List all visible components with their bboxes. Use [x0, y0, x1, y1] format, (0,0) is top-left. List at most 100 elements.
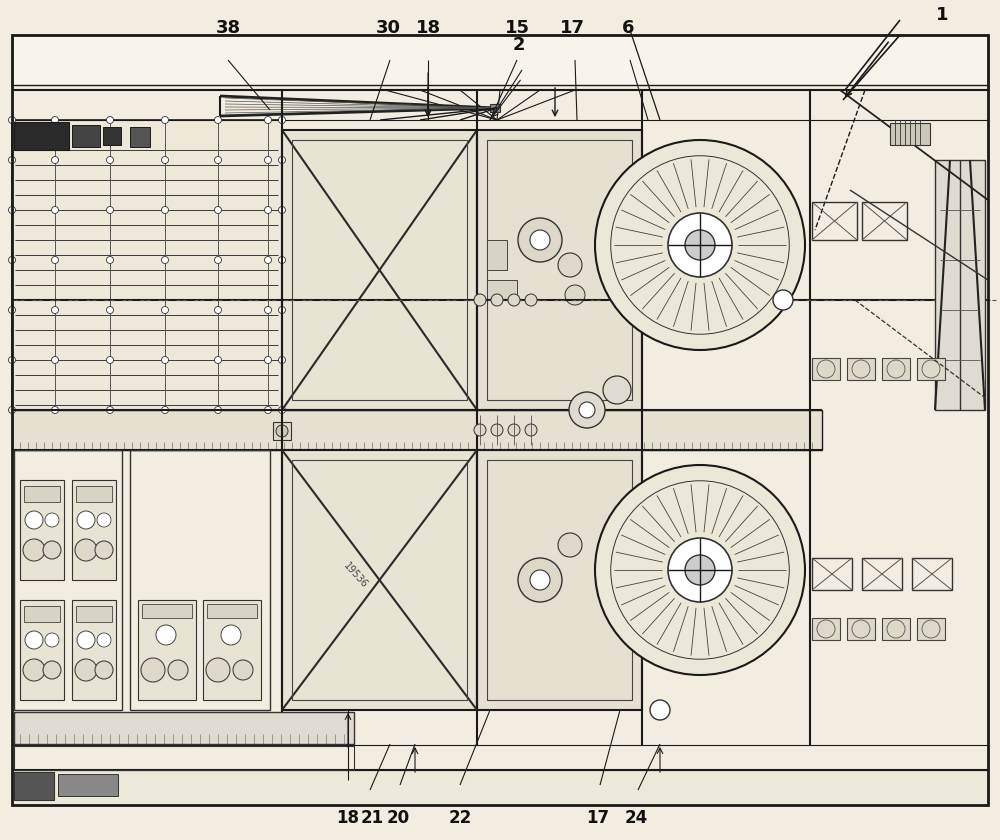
Bar [812, 618, 840, 640]
Bar [14, 122, 69, 150]
Circle shape [52, 307, 59, 313]
Bar [130, 127, 150, 147]
Circle shape [52, 207, 59, 213]
Bar [14, 772, 54, 800]
Circle shape [525, 294, 537, 306]
Bar [812, 358, 840, 380]
Circle shape [233, 660, 253, 680]
Bar [882, 358, 910, 380]
Circle shape [279, 117, 286, 123]
Circle shape [265, 256, 272, 264]
Circle shape [75, 659, 97, 681]
Circle shape [265, 307, 272, 313]
Bar [273, 422, 291, 440]
Circle shape [215, 256, 222, 264]
Bar [12, 120, 282, 410]
Circle shape [279, 407, 286, 413]
Text: 19536: 19536 [341, 560, 369, 590]
Circle shape [558, 533, 582, 557]
Bar [24, 606, 60, 622]
Bar [477, 130, 642, 410]
Bar [882, 618, 910, 640]
Bar [282, 130, 477, 410]
Circle shape [168, 660, 188, 680]
Text: 30: 30 [376, 19, 401, 37]
Circle shape [276, 425, 288, 437]
Circle shape [52, 156, 59, 164]
Circle shape [9, 117, 16, 123]
Text: 1: 1 [936, 6, 948, 24]
Circle shape [279, 156, 286, 164]
Circle shape [530, 570, 550, 590]
Bar [76, 486, 112, 502]
Bar [12, 35, 988, 85]
Bar [12, 410, 822, 450]
Circle shape [265, 117, 272, 123]
Circle shape [97, 513, 111, 527]
Circle shape [162, 207, 169, 213]
Bar [912, 558, 952, 590]
Circle shape [107, 307, 114, 313]
Bar [103, 127, 121, 145]
Circle shape [595, 140, 805, 350]
Circle shape [43, 661, 61, 679]
Circle shape [265, 156, 272, 164]
Bar [812, 202, 857, 240]
Circle shape [97, 633, 111, 647]
Circle shape [52, 256, 59, 264]
Text: 21: 21 [360, 809, 384, 827]
Circle shape [95, 541, 113, 559]
Circle shape [221, 625, 241, 645]
Circle shape [162, 156, 169, 164]
Circle shape [43, 541, 61, 559]
Circle shape [491, 294, 503, 306]
Circle shape [107, 156, 114, 164]
Text: 2: 2 [513, 36, 525, 54]
Circle shape [265, 207, 272, 213]
Circle shape [141, 658, 165, 682]
Text: 18: 18 [337, 809, 360, 827]
Circle shape [215, 156, 222, 164]
Bar [14, 450, 122, 710]
Circle shape [9, 156, 16, 164]
Text: 22: 22 [448, 809, 472, 827]
Circle shape [107, 207, 114, 213]
Bar [24, 486, 60, 502]
Circle shape [9, 307, 16, 313]
Circle shape [77, 511, 95, 529]
Circle shape [156, 625, 176, 645]
Circle shape [265, 407, 272, 413]
Circle shape [77, 631, 95, 649]
Circle shape [525, 424, 537, 436]
Circle shape [9, 256, 16, 264]
Bar [20, 480, 64, 580]
Circle shape [595, 465, 805, 675]
Circle shape [518, 218, 562, 262]
Bar [292, 140, 467, 400]
Bar [76, 606, 112, 622]
Circle shape [518, 558, 562, 602]
Circle shape [23, 539, 45, 561]
Circle shape [265, 356, 272, 364]
Circle shape [215, 407, 222, 413]
Circle shape [773, 290, 793, 310]
Circle shape [162, 307, 169, 313]
Bar [14, 712, 354, 744]
Text: 17: 17 [560, 19, 584, 37]
Bar [203, 600, 261, 700]
Bar [847, 358, 875, 380]
Circle shape [215, 117, 222, 123]
Circle shape [52, 117, 59, 123]
Circle shape [215, 207, 222, 213]
Circle shape [508, 424, 520, 436]
Circle shape [206, 658, 230, 682]
Bar [138, 600, 196, 700]
Text: 38: 38 [215, 19, 241, 37]
Circle shape [107, 407, 114, 413]
Bar [12, 770, 988, 805]
Circle shape [579, 402, 595, 418]
Circle shape [565, 285, 585, 305]
Bar [487, 240, 507, 270]
Circle shape [107, 256, 114, 264]
Bar [14, 746, 354, 770]
